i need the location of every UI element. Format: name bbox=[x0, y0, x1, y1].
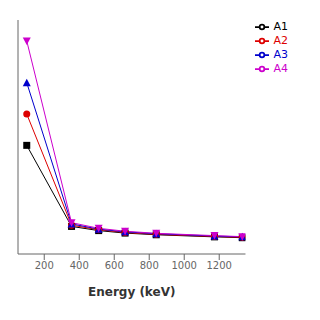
html-text:A1: A1 bbox=[273, 20, 288, 33]
svg-text:600: 600 bbox=[105, 260, 124, 271]
svg-text:Energy (keV): Energy (keV) bbox=[88, 285, 175, 299]
svg-text:1200: 1200 bbox=[206, 260, 231, 271]
svg-text:800: 800 bbox=[140, 260, 159, 271]
html-text:A2: A2 bbox=[273, 34, 288, 47]
html-text:A4: A4 bbox=[273, 62, 288, 75]
svg-text:1000: 1000 bbox=[172, 260, 197, 271]
svg-text:200: 200 bbox=[35, 260, 54, 271]
svg-text:400: 400 bbox=[70, 260, 89, 271]
html-text:A3: A3 bbox=[273, 48, 288, 61]
